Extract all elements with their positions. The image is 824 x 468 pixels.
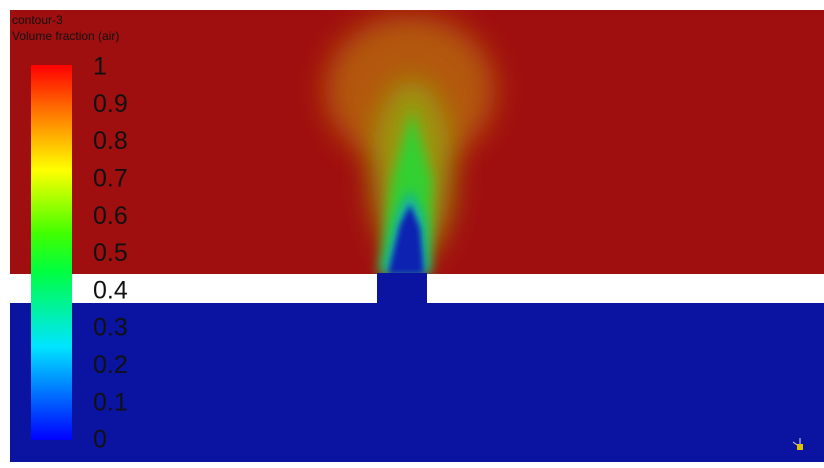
colorbar-tick-label: 0.3: [93, 314, 128, 342]
colorbar-tick-label: 0.9: [93, 90, 128, 118]
colorbar-tick-label: 0: [93, 426, 107, 454]
triad-origin: [797, 444, 803, 450]
colorbar-tick-label: 1: [93, 53, 107, 81]
plume-core: [388, 205, 424, 274]
colorbar-tick-label: 0.2: [93, 351, 128, 379]
colorbar: [31, 65, 72, 440]
water-region: [10, 303, 824, 462]
field-name: Volume fraction (air): [12, 29, 119, 43]
colorbar-tick-label: 0.4: [93, 276, 128, 304]
colorbar-tick-label: 0.7: [93, 165, 128, 193]
colorbar-tick-label: 0.5: [93, 239, 128, 267]
axis-triad: [792, 438, 803, 450]
colorbar-tick-label: 0.6: [93, 202, 128, 230]
nozzle: [377, 273, 427, 304]
object-name: contour-3: [12, 13, 63, 27]
plume: [325, 15, 495, 274]
colorbar-tick-label: 0.8: [93, 127, 128, 155]
colorbar-tick-label: 0.1: [93, 388, 128, 416]
